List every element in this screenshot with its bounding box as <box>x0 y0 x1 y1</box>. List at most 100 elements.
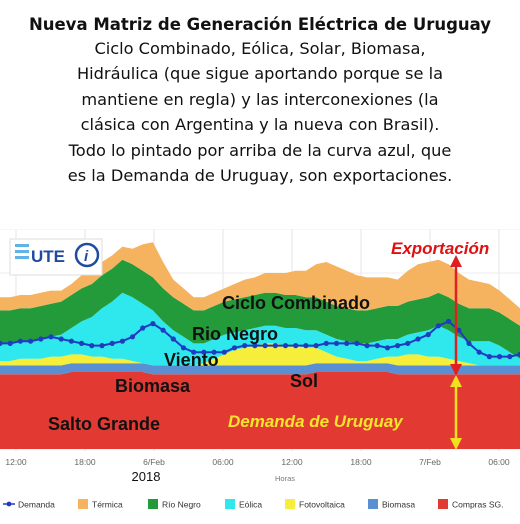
demand-point <box>384 345 391 351</box>
demand-point <box>313 343 319 349</box>
legend-dot-icon <box>6 501 12 507</box>
demand-point <box>140 325 146 331</box>
demand-point <box>507 354 513 360</box>
x-axis-label: Horas <box>275 474 295 483</box>
label-biomasa: Biomasa <box>115 376 191 396</box>
label-viento: Viento <box>164 350 219 370</box>
legend-item-biomasa: Biomasa <box>368 499 415 510</box>
demand-point <box>354 340 360 346</box>
description-line: Todo lo pintado por arriba de la curva a… <box>68 140 452 160</box>
demand-point <box>109 340 115 346</box>
legend-swatch <box>78 499 88 509</box>
demand-arrow-head-down <box>450 438 462 450</box>
legend-swatch <box>148 499 158 509</box>
legend-item-fotovoltaica: Fotovoltaica <box>285 499 345 510</box>
demand-point <box>364 343 370 349</box>
demand-point <box>476 349 482 355</box>
area-sol <box>0 343 520 366</box>
description-line: clásica con Argentina y la nueva con Bra… <box>80 115 440 135</box>
demand-point <box>425 332 431 338</box>
demand-point <box>252 343 258 349</box>
info-icon-glyph: i <box>84 248 89 265</box>
logo-stripe <box>15 256 29 259</box>
demand-arrow-head-up <box>450 375 462 387</box>
legend-item-termica: Térmica <box>78 499 123 510</box>
export-arrow-head-down <box>450 364 462 376</box>
exportacion-arrow <box>450 255 462 376</box>
demand-line <box>0 320 520 358</box>
demand-point <box>58 336 64 342</box>
legend: Demanda Térmica Río Negro Eólica Fotovol… <box>3 499 504 510</box>
demand-point <box>221 349 227 355</box>
demand-point <box>497 354 503 360</box>
logo-stripe <box>15 244 29 247</box>
ute-logo: UTE i <box>9 238 103 276</box>
demand-point <box>517 351 520 357</box>
demand-point <box>344 340 350 346</box>
description-line: es la Demanda de Uruguay, son exportacio… <box>67 166 453 186</box>
demand-point <box>333 340 340 346</box>
description-line: Ciclo Combinado, Eólica, Solar, Biomasa, <box>94 39 426 58</box>
demand-series <box>0 318 520 360</box>
chart-panel: UTE i Exportación Ciclo Combinado Rio Ne… <box>0 228 520 519</box>
x-axis: 12:00 18:00 6/Feb 06:00 12:00 18:00 7/Fe… <box>5 457 510 484</box>
export-arrow-head-up <box>450 255 462 267</box>
demand-point <box>201 349 207 355</box>
logo-stripe <box>15 250 29 253</box>
label-demanda-uruguay: Demanda de Uruguay <box>228 412 404 431</box>
demand-point <box>242 343 248 349</box>
label-ciclo-combinado: Ciclo Combinado <box>222 293 370 313</box>
demand-point <box>323 340 329 346</box>
legend-label: Biomasa <box>382 500 415 510</box>
generation-chart: UTE i Exportación Ciclo Combinado Rio Ne… <box>0 228 520 519</box>
demand-point <box>38 336 44 342</box>
demand-point <box>303 343 309 349</box>
demand-point <box>17 338 23 344</box>
demand-point <box>68 338 74 344</box>
demand-point <box>160 327 166 333</box>
headline: Nueva Matriz de Generación Eléctrica de … <box>28 15 492 34</box>
legend-item-rio-negro: Río Negro <box>148 499 201 510</box>
demand-point <box>395 343 401 349</box>
legend-swatch <box>438 499 448 509</box>
stacked-areas <box>0 242 520 449</box>
demand-point <box>293 343 299 349</box>
logo-text: UTE <box>31 247 65 266</box>
demand-point <box>48 334 54 340</box>
legend-item-demanda: Demanda <box>3 500 55 510</box>
demand-point <box>150 321 156 327</box>
demand-point <box>119 338 125 344</box>
demand-point <box>374 343 380 349</box>
label-salto-grande: Salto Grande <box>48 414 160 434</box>
x-tick-label: 12:00 <box>281 457 303 467</box>
legend-item-eolica: Eólica <box>225 499 262 510</box>
demand-point <box>415 336 421 342</box>
demand-point <box>272 343 278 349</box>
label-rio-negro: Rio Negro <box>192 324 278 344</box>
year-label: 2018 <box>132 469 161 484</box>
demand-point <box>435 323 441 329</box>
legend-label: Compras SG. <box>452 500 504 510</box>
x-tick-label: 7/Feb <box>419 457 441 467</box>
info-icon <box>74 242 100 268</box>
description-line: mantiene en regla) y las interconexiones… <box>81 89 439 109</box>
caption-block: Nueva Matriz de Generación Eléctrica de … <box>0 0 520 228</box>
area-biomasa <box>0 363 520 375</box>
demand-point <box>456 327 462 333</box>
demand-point <box>170 336 176 342</box>
demand-point <box>446 318 452 324</box>
demand-point <box>486 354 492 360</box>
demand-point <box>180 345 187 351</box>
x-tick-label: 18:00 <box>350 457 372 467</box>
x-tick-label: 06:00 <box>488 457 510 467</box>
demand-point <box>28 338 34 344</box>
legend-label: Demanda <box>18 500 55 510</box>
demand-point <box>211 349 217 355</box>
label-sol: Sol <box>290 371 318 391</box>
demanda-arrow <box>450 375 462 450</box>
demand-point <box>466 340 472 346</box>
demand-point <box>231 345 238 351</box>
legend-label: Térmica <box>92 500 123 510</box>
area-ciclo-combinado <box>0 242 520 326</box>
demand-point <box>99 343 105 349</box>
